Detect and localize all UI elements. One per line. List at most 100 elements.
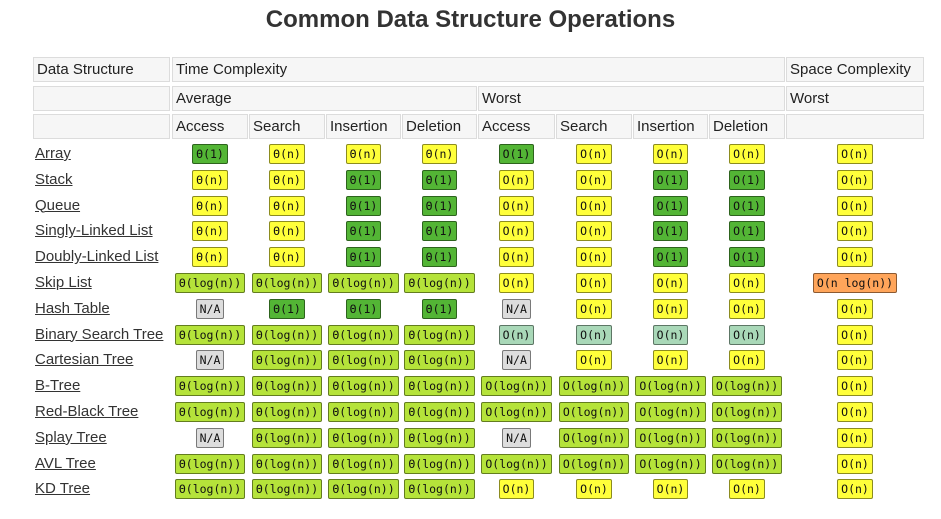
cell: Θ(n) [172, 245, 248, 269]
cell: Θ(log(n)) [402, 400, 477, 424]
cell: O(n) [709, 348, 785, 372]
complexity-badge: Θ(log(n)) [328, 350, 399, 371]
complexity-badge: Θ(n) [345, 144, 382, 164]
complexity-badge: O(n) [729, 144, 765, 164]
cell: O(n) [633, 297, 708, 321]
cell: N/A [478, 426, 555, 450]
complexity-badge: O(log(n)) [558, 453, 630, 474]
complexity-badge: O(n) [576, 144, 612, 164]
cell: Θ(log(n)) [326, 374, 401, 398]
complexity-badge: Θ(1) [421, 169, 458, 190]
cell: Θ(log(n)) [326, 271, 401, 295]
structure-link[interactable]: Binary Search Tree [35, 325, 164, 343]
header-cell [786, 114, 924, 139]
complexity-badge: Θ(n) [192, 247, 228, 268]
complexity-badge: O(n) [837, 324, 873, 345]
complexity-badge: O(log(n)) [481, 453, 552, 474]
cell: Θ(1) [402, 168, 477, 192]
complexity-badge: Θ(log(n)) [404, 427, 475, 448]
cell: O(n) [709, 271, 785, 295]
cell: O(log(n)) [478, 452, 555, 476]
structure-link[interactable]: Skip List [35, 274, 92, 291]
cell: Θ(log(n)) [326, 348, 401, 372]
complexity-badge: O(n) [498, 195, 535, 216]
cell: O(n) [633, 477, 708, 501]
cell: O(n) [709, 477, 785, 501]
cell: O(n) [786, 245, 924, 269]
structure-link[interactable]: Cartesian Tree [35, 351, 134, 369]
header-cell: Insertion [633, 114, 708, 139]
header-cell: Access [478, 114, 555, 139]
cell: Θ(1) [402, 297, 477, 321]
cell: O(log(n)) [709, 452, 785, 476]
header-cell: Deletion [402, 114, 477, 139]
structure-link[interactable]: Red-Black Tree [35, 403, 139, 420]
complexity-badge: Θ(log(n)) [251, 402, 323, 422]
cell: O(n) [633, 142, 708, 166]
complexity-badge: O(log(n)) [558, 402, 630, 422]
cell: Θ(log(n)) [249, 477, 325, 501]
cell: Θ(1) [326, 297, 401, 321]
cell: Θ(n) [249, 168, 325, 192]
complexity-badge: Θ(1) [345, 195, 382, 216]
cell: N/A [172, 348, 248, 372]
cell: O(n) [556, 348, 632, 372]
complexity-badge: O(1) [729, 247, 765, 268]
complexity-badge: Θ(log(n)) [251, 376, 323, 397]
cell: Θ(n) [249, 142, 325, 166]
cell: O(log(n)) [709, 400, 785, 424]
complexity-badge: O(n) [652, 350, 689, 371]
cell: O(log(n)) [709, 374, 785, 398]
structure-link[interactable]: Singly-Linked List [35, 222, 153, 240]
cell: O(n) [709, 297, 785, 321]
complexity-badge: O(log(n)) [481, 376, 552, 397]
complexity-badge: Θ(log(n)) [251, 273, 323, 293]
structure-link[interactable]: KD Tree [35, 480, 91, 498]
cell: O(n) [633, 271, 708, 295]
complexity-badge: Θ(log(n)) [174, 324, 246, 345]
structure-link[interactable]: Array [35, 145, 71, 162]
cell: O(1) [633, 194, 708, 218]
cell: O(1) [633, 245, 708, 269]
cell: N/A [172, 426, 248, 450]
structure-link[interactable]: Splay Tree [35, 428, 107, 446]
structure-link[interactable]: Hash Table [35, 299, 110, 317]
cell: Θ(1) [172, 142, 248, 166]
complexity-badge: Θ(log(n)) [328, 402, 399, 422]
complexity-badge: Θ(1) [345, 298, 382, 319]
complexity-badge: O(log(n)) [635, 376, 706, 397]
structure-link[interactable]: Doubly-Linked List [35, 248, 159, 266]
cell: Θ(log(n)) [326, 400, 401, 424]
complexity-badge: Θ(1) [192, 144, 228, 164]
structure-link[interactable]: Queue [35, 196, 81, 214]
structure-link[interactable]: AVL Tree [35, 454, 96, 472]
cell: O(n) [786, 426, 924, 450]
complexity-badge: O(n) [837, 221, 873, 242]
header-cell: Worst [786, 86, 924, 111]
structure-link[interactable]: Stack [35, 170, 73, 188]
cell: N/A [478, 297, 555, 321]
cell: O(n) [786, 219, 924, 243]
cell: O(log(n)) [633, 452, 708, 476]
complexity-badge: O(n) [837, 427, 873, 448]
complexity-badge: Θ(n) [192, 169, 228, 190]
cell: O(log(n)) [633, 374, 708, 398]
structure-link[interactable]: B-Tree [35, 377, 81, 395]
cell: O(n) [633, 323, 708, 347]
complexity-badge: O(n) [837, 298, 873, 319]
cell: O(n) [556, 323, 632, 347]
complexity-badge: O(n) [498, 273, 535, 293]
complexity-badge: Θ(1) [421, 221, 458, 242]
cell: O(1) [709, 168, 785, 192]
complexity-badge: Θ(n) [269, 221, 305, 242]
cell: Θ(log(n)) [249, 323, 325, 347]
cell: Θ(log(n)) [172, 452, 248, 476]
cell: O(n) [478, 219, 555, 243]
complexity-badge: Θ(log(n)) [174, 376, 246, 397]
cell: O(n) [786, 348, 924, 372]
complexity-badge: Θ(log(n)) [404, 479, 475, 500]
complexity-badge: O(n) [837, 453, 873, 474]
cell: O(n) [556, 477, 632, 501]
complexity-badge: O(n) [837, 169, 873, 190]
